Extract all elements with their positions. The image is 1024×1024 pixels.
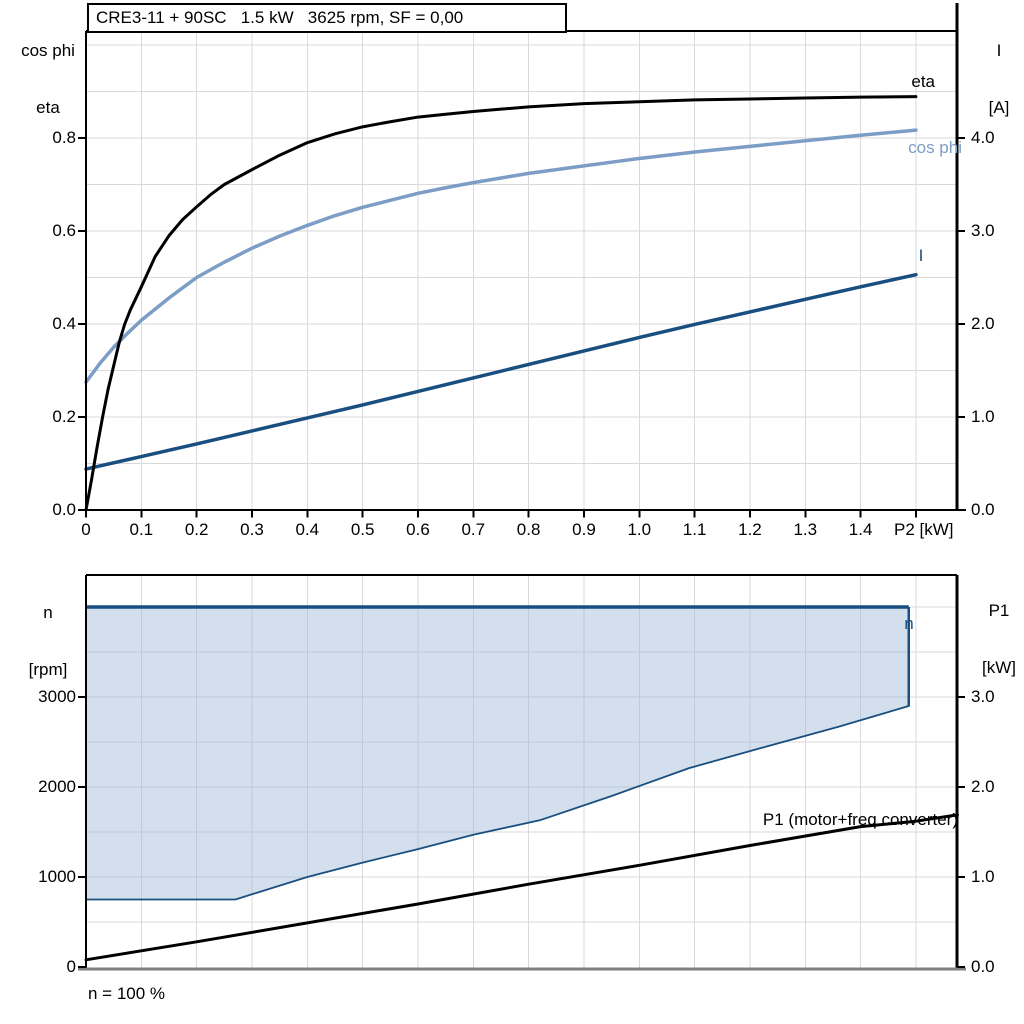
bot-yright-tick-label: 2.0 [971,777,995,796]
top-right-axis-title: I [A] [976,3,1022,155]
top-yright-tick-label: 3.0 [971,221,995,240]
speed-curve-label: n [904,614,914,633]
top-x-tick-label: 0.6 [406,520,430,539]
bot-yright-tick-label: 3.0 [971,687,995,706]
top-x-tick-label: 0.5 [350,520,375,539]
speed-axis-label: n [43,603,53,622]
speed-envelope-fill [86,607,909,900]
top-x-tick-label: 0.8 [516,520,541,539]
p1-curve-label: P1 (motor+freq converter) [762,810,958,829]
eta-curve-label: eta [911,72,935,91]
eta-axis-label: eta [36,98,60,117]
top-x-tick-label: 1.2 [738,520,762,539]
top-x-tick-label: 0 [81,520,91,539]
bottom-left-axis-title: n [rpm] [8,565,88,717]
current-curve [84,272,918,471]
top-x-tick-label: 0.2 [184,520,209,539]
top-yright-tick-label: 2.0 [971,314,995,333]
top-left-axis-title: cos phi eta [8,3,88,155]
top-x-tick-label: 1.4 [848,520,873,539]
p1-curve [84,813,959,962]
top-yleft-tick-label: 0.8 [52,128,76,147]
top-x-tick-label: 0.9 [572,520,596,539]
bot-yright-tick-label: 1.0 [971,867,995,886]
speed-min-curve [85,705,910,901]
top-yleft-tick-label: 0.0 [52,500,76,519]
current-curve-label: I [918,246,924,265]
bot-yleft-tick-label: 3000 [38,687,76,706]
speed-unit-label: [rpm] [28,660,68,679]
speed-percent-note: n = 100 % [88,984,166,1003]
current-unit-label: [A] [988,98,1010,117]
cos-phi-axis-label: cos phi [21,41,75,60]
chart-title: CRE3-11 + 90SC 1.5 kW 3625 rpm, SF = 0,0… [87,3,567,33]
x-axis-title: P2 [kW] [894,520,954,539]
cos-phi-curve-label: cos phi [908,138,962,157]
bottom-right-axis-title: P1 [kW] [976,563,1022,715]
bot-yleft-tick-label: 2000 [38,777,76,796]
top-yleft-tick-label: 0.6 [52,221,76,240]
top-x-tick-label: 1.3 [793,520,818,539]
top-yright-tick-label: 4.0 [971,128,995,147]
top-yleft-tick-label: 0.2 [52,407,76,426]
top-yright-tick-label: 1.0 [971,407,995,426]
bot-yleft-tick-label: 1000 [38,867,76,886]
top-yleft-tick-label: 0.4 [52,314,76,333]
cos-phi-curve [84,128,918,384]
top-x-tick-label: 0.1 [129,520,154,539]
top-x-tick-label: 1.1 [682,520,707,539]
top-x-tick-label: 0.7 [461,520,486,539]
p1-unit-label: [kW] [982,658,1016,677]
current-axis-label: I [996,41,1002,60]
top-x-tick-label: 1.0 [627,520,652,539]
eta-curve [84,95,918,512]
top-x-tick-label: 0.3 [240,520,264,539]
top-yright-tick-label: 0.0 [971,500,995,519]
p1-axis-label: P1 [988,601,1010,620]
bot-yright-tick-label: 0.0 [971,957,995,976]
top-x-tick-label: 0.4 [295,520,320,539]
bot-yleft-tick-label: 0 [66,957,76,976]
